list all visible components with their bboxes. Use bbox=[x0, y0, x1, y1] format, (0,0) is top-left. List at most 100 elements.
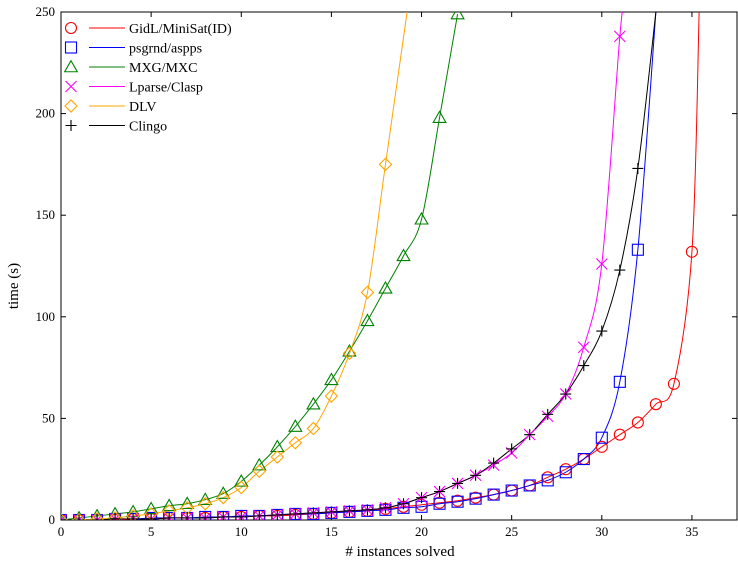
data-point bbox=[253, 510, 265, 520]
data-point bbox=[649, 398, 662, 411]
data-point bbox=[108, 511, 122, 520]
data-point bbox=[613, 30, 626, 43]
series-3-markers bbox=[61, 12, 465, 520]
data-point bbox=[64, 99, 78, 113]
y-axis-label: time (s) bbox=[6, 263, 22, 309]
data-point bbox=[450, 12, 465, 20]
data-point bbox=[91, 514, 103, 520]
data-point bbox=[306, 421, 321, 436]
x-tick-label: 5 bbox=[148, 524, 155, 539]
data-point bbox=[288, 419, 303, 432]
data-point bbox=[90, 512, 104, 520]
legend-label: Lparse/Clasp bbox=[129, 81, 203, 96]
data-point bbox=[506, 443, 518, 455]
data-point bbox=[235, 511, 247, 520]
y-tick-label: 100 bbox=[36, 309, 56, 324]
legend-item: psgrnd/aspps bbox=[64, 41, 202, 57]
data-point bbox=[307, 507, 319, 519]
data-point bbox=[631, 243, 644, 256]
data-point bbox=[181, 512, 193, 520]
data-point bbox=[434, 486, 446, 498]
data-point bbox=[64, 21, 78, 35]
series-line bbox=[61, 13, 459, 520]
data-point bbox=[64, 41, 78, 54]
series-area bbox=[61, 12, 700, 520]
y-tick-label: 250 bbox=[36, 4, 56, 19]
data-point bbox=[127, 513, 139, 520]
data-point bbox=[577, 452, 590, 466]
data-point bbox=[126, 509, 140, 520]
data-point bbox=[252, 457, 267, 471]
data-point bbox=[163, 512, 175, 520]
series-6-markers bbox=[61, 162, 644, 520]
data-point bbox=[541, 474, 554, 487]
data-point bbox=[233, 473, 249, 487]
y-tick-label: 150 bbox=[36, 207, 56, 222]
legend-item: GidL/MiniSat(ID) bbox=[64, 21, 232, 37]
data-point bbox=[596, 325, 608, 337]
data-point bbox=[61, 512, 66, 520]
data-point bbox=[216, 490, 231, 505]
data-point bbox=[595, 258, 608, 270]
data-point bbox=[469, 492, 482, 505]
data-point bbox=[505, 484, 518, 497]
data-point bbox=[217, 511, 229, 520]
data-point bbox=[470, 469, 482, 481]
data-point bbox=[270, 450, 285, 464]
legend-item: Clingo bbox=[65, 120, 167, 135]
legend-item: Lparse/Clasp bbox=[65, 80, 203, 96]
data-point bbox=[396, 248, 411, 262]
data-point bbox=[61, 514, 67, 520]
data-point bbox=[361, 504, 373, 516]
data-point bbox=[523, 479, 536, 492]
series-line bbox=[61, 12, 408, 520]
data-point bbox=[65, 120, 77, 131]
data-point bbox=[414, 211, 429, 225]
data-point bbox=[667, 377, 680, 390]
data-point bbox=[613, 375, 626, 388]
data-point bbox=[542, 408, 554, 420]
data-point bbox=[145, 513, 157, 520]
series-5-markers bbox=[61, 157, 393, 520]
y-tick-label: 200 bbox=[36, 106, 56, 121]
data-point bbox=[595, 440, 608, 453]
data-point bbox=[595, 431, 608, 444]
data-point bbox=[432, 110, 447, 123]
data-point bbox=[360, 313, 375, 327]
data-point bbox=[271, 509, 283, 520]
data-point bbox=[65, 80, 77, 93]
data-point bbox=[161, 498, 177, 512]
x-tick-label: 35 bbox=[685, 524, 698, 539]
data-point bbox=[198, 496, 213, 511]
data-point bbox=[73, 514, 85, 520]
data-point bbox=[109, 513, 121, 520]
data-point bbox=[487, 488, 500, 501]
data-point bbox=[416, 492, 428, 504]
data-point bbox=[289, 508, 301, 520]
legend: GidL/MiniSat(ID) psgrnd/aspps MXG/MXC Lpars… bbox=[63, 21, 232, 135]
data-point bbox=[90, 508, 104, 520]
data-point bbox=[631, 416, 644, 429]
data-point bbox=[524, 429, 536, 441]
data-point bbox=[378, 157, 393, 172]
data-point bbox=[145, 511, 158, 520]
series-1-markers bbox=[61, 245, 698, 520]
axes: 0 5 10 15 20 25 30 35 0 50 100 150 200 250 bbox=[36, 4, 738, 539]
data-point bbox=[632, 162, 644, 174]
data-point bbox=[324, 389, 339, 403]
x-tick-label: 20 bbox=[415, 524, 428, 539]
data-point bbox=[61, 513, 68, 520]
legend-label: psgrnd/aspps bbox=[129, 42, 202, 57]
data-point bbox=[179, 496, 195, 510]
series-2-markers bbox=[61, 243, 644, 520]
data-point bbox=[577, 341, 590, 354]
data-point bbox=[578, 360, 590, 372]
data-point bbox=[252, 464, 267, 479]
x-tick-label: 30 bbox=[595, 524, 608, 539]
data-point bbox=[379, 502, 391, 514]
data-point bbox=[398, 498, 410, 510]
data-point bbox=[360, 285, 375, 300]
data-point bbox=[451, 495, 464, 508]
x-tick-label: 10 bbox=[235, 524, 248, 539]
